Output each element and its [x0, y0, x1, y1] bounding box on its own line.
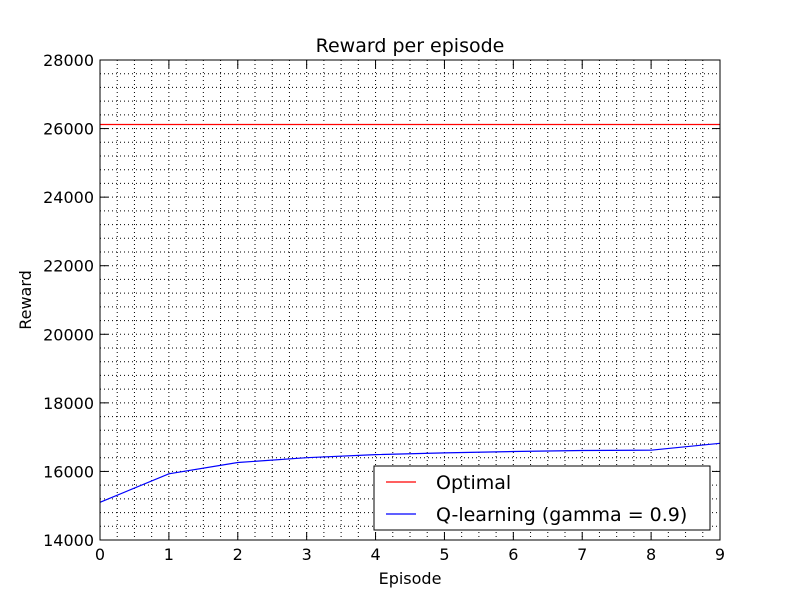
series-group	[99, 123, 721, 503]
y-tick-label: 24000	[43, 188, 94, 207]
y-axis-label: Reward	[16, 270, 35, 330]
legend-label-2: Q-learning (gamma = 0.9)	[436, 504, 687, 526]
y-tick-label: 20000	[43, 325, 94, 344]
x-tick-label: 9	[715, 545, 725, 564]
x-tick-label: 2	[233, 545, 243, 564]
x-axis-label: Episode	[379, 569, 442, 588]
x-tick-label: 1	[164, 545, 174, 564]
y-tick-label: 18000	[43, 394, 94, 413]
x-tick-label: 0	[95, 545, 105, 564]
y-tick-label: 16000	[43, 462, 94, 481]
x-tick-label: 6	[508, 545, 518, 564]
legend-label-1: Optimal	[436, 472, 511, 494]
x-tick-label: 5	[439, 545, 449, 564]
y-tick-label: 26000	[43, 120, 94, 139]
plot-frame	[99, 59, 721, 541]
ticks: 0 1 2 3 4 5 6 7 8 9 14000 16000 18000 20000 22000 24000…	[43, 51, 725, 564]
legend-box	[373, 465, 711, 531]
y-tick-label: 28000	[43, 51, 94, 70]
x-tick-label: 4	[370, 545, 380, 564]
x-tick-label: 3	[302, 545, 312, 564]
chart-title: Reward per episode	[316, 35, 505, 57]
y-tick-label: 22000	[43, 257, 94, 276]
x-tick-label: 8	[646, 545, 656, 564]
x-tick-label: 7	[577, 545, 587, 564]
y-tick-label: 14000	[43, 531, 94, 550]
legend: Optimal Q-learning (gamma = 0.9)	[373, 465, 711, 531]
series-line-2	[99, 442, 721, 503]
